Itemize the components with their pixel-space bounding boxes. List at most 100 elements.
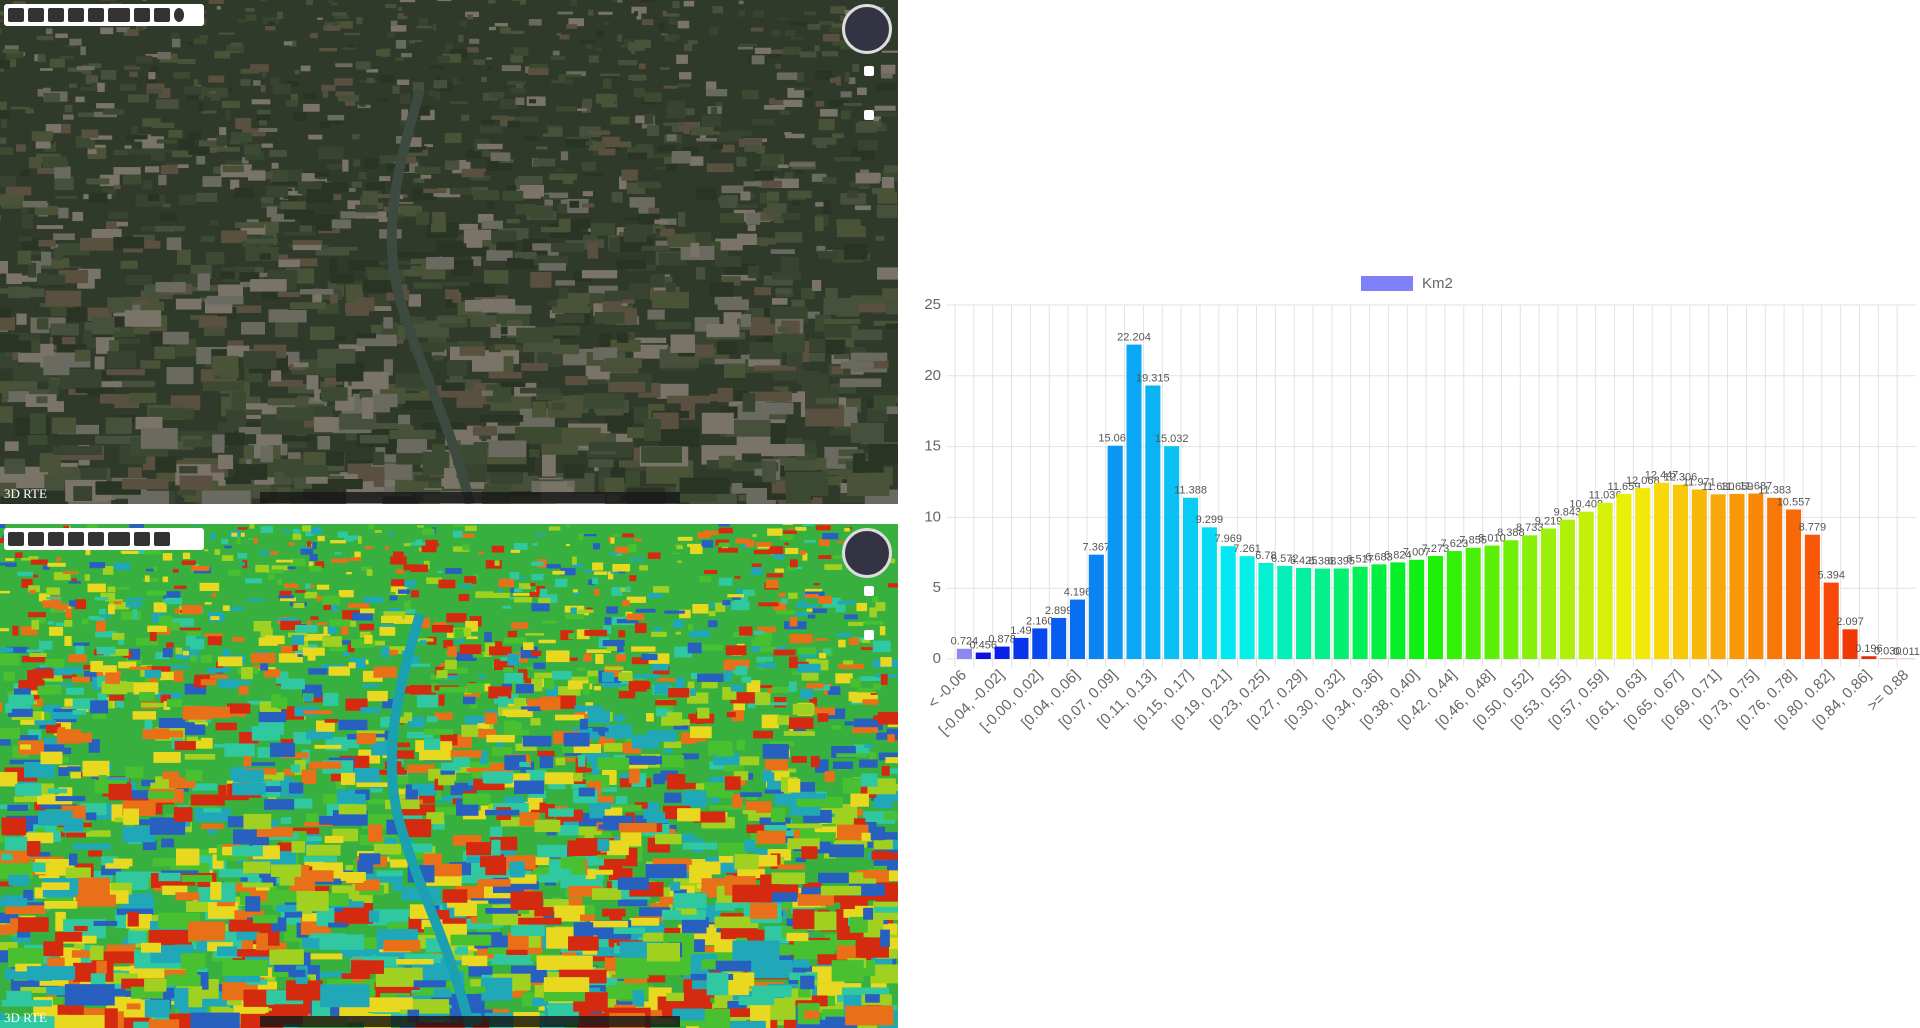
- field: [815, 101, 824, 107]
- field: [856, 602, 868, 612]
- field: [724, 659, 750, 669]
- map-control[interactable]: [864, 630, 874, 640]
- field: [45, 28, 53, 35]
- field: [284, 583, 299, 589]
- field: [616, 619, 639, 624]
- field: [408, 294, 421, 307]
- field: [334, 78, 353, 86]
- map-control[interactable]: [864, 66, 874, 76]
- field: [306, 0, 313, 5]
- value-label: 0.724: [951, 636, 979, 648]
- field: [208, 825, 217, 834]
- field: [761, 714, 779, 729]
- field: [767, 528, 783, 536]
- field: [667, 233, 696, 247]
- field: [462, 851, 482, 861]
- field: [243, 755, 252, 767]
- field: [573, 592, 580, 596]
- field: [385, 3, 397, 9]
- field: [176, 249, 191, 265]
- field: [777, 864, 805, 870]
- field: [766, 573, 784, 578]
- field: [794, 87, 811, 91]
- field: [675, 543, 683, 546]
- river: [386, 88, 475, 504]
- field: [809, 697, 818, 706]
- field: [871, 850, 889, 860]
- field: [608, 552, 618, 555]
- field: [538, 263, 567, 271]
- field: [522, 735, 552, 747]
- status-bar: [260, 1016, 680, 1027]
- field: [395, 453, 424, 465]
- field: [771, 872, 806, 885]
- field: [248, 538, 256, 541]
- field: [162, 553, 173, 561]
- field: [114, 184, 121, 190]
- field: [16, 313, 27, 325]
- field: [655, 833, 682, 845]
- field: [573, 922, 594, 939]
- field: [594, 869, 614, 875]
- field: [383, 939, 421, 952]
- field: [60, 683, 74, 687]
- map-control[interactable]: [864, 586, 874, 596]
- field: [625, 735, 635, 742]
- field: [696, 187, 717, 200]
- field: [240, 224, 266, 235]
- value-label: 22.204: [1117, 331, 1151, 343]
- field: [101, 681, 128, 695]
- field: [582, 191, 593, 197]
- field: [57, 727, 66, 733]
- field: [587, 9, 594, 16]
- field: [106, 331, 135, 337]
- field: [222, 648, 231, 658]
- field: [265, 1012, 288, 1019]
- field: [173, 807, 193, 822]
- field: [172, 568, 179, 573]
- field: [514, 116, 539, 123]
- field: [216, 135, 228, 146]
- field: [271, 370, 282, 382]
- field: [873, 793, 893, 809]
- field: [130, 986, 164, 999]
- map-toolbar[interactable]: [4, 4, 204, 26]
- field: [771, 30, 781, 37]
- field: [485, 560, 502, 569]
- field: [68, 581, 81, 584]
- field: [28, 262, 37, 278]
- field: [281, 678, 305, 690]
- field: [565, 544, 570, 547]
- field: [72, 843, 111, 850]
- field: [838, 639, 846, 648]
- field: [186, 736, 199, 743]
- map-control[interactable]: [864, 110, 874, 120]
- field: [235, 117, 252, 130]
- field: [303, 93, 318, 99]
- field: [744, 144, 760, 152]
- field: [179, 627, 201, 631]
- field: [278, 259, 300, 268]
- compass[interactable]: [842, 528, 892, 578]
- field: [391, 750, 415, 759]
- field: [393, 551, 404, 557]
- field: [562, 179, 574, 185]
- compass[interactable]: [842, 4, 892, 54]
- field: [852, 727, 879, 734]
- field: [598, 11, 613, 15]
- field: [21, 214, 33, 229]
- field: [309, 553, 318, 561]
- field: [721, 276, 741, 286]
- field: [756, 145, 765, 154]
- field: [821, 200, 832, 214]
- field: [336, 281, 363, 286]
- field: [412, 656, 419, 668]
- field: [409, 342, 445, 353]
- field: [142, 180, 153, 190]
- field: [590, 223, 616, 236]
- field: [89, 75, 98, 84]
- map-toolbar[interactable]: [4, 528, 204, 550]
- field: [445, 43, 453, 52]
- field: [345, 308, 369, 316]
- field: [431, 350, 447, 357]
